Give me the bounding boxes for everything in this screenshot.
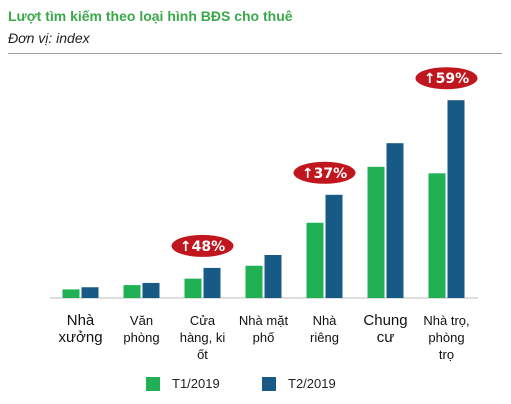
bar-t1-1 <box>123 285 141 298</box>
bar-t1-0 <box>62 289 80 298</box>
growth-badge-0 <box>171 234 234 257</box>
bar-t2-1 <box>142 282 160 298</box>
legend-label-t1: T1/2019 <box>172 376 220 391</box>
growth-label-2: ↑59% <box>424 71 469 87</box>
growth-label-0: ↑48% <box>180 239 225 255</box>
bar-t2-4 <box>325 194 343 298</box>
x-tick-label-6: Nhà trọ, phòng trọ <box>423 313 469 362</box>
x-tick-label-4: Nhà riêng <box>310 313 339 345</box>
header-divider <box>8 53 502 54</box>
bar-t1-4 <box>306 222 324 298</box>
bar-t2-6 <box>447 100 465 298</box>
growth-badge-1 <box>293 161 356 184</box>
x-tick-label-3: Nhà mặt phố <box>239 313 289 345</box>
legend-swatch-t2 <box>262 376 276 391</box>
bar-t1-5 <box>367 166 385 298</box>
bar-t2-3 <box>264 255 282 298</box>
x-tick-label-1: Văn phòng <box>123 313 159 345</box>
bar-t2-0 <box>81 287 99 298</box>
legend-item-t1: T1/2019 <box>146 376 220 391</box>
bar-t1-3 <box>245 265 263 298</box>
bar-t2-5 <box>386 143 404 298</box>
bar-t1-2 <box>184 278 202 298</box>
chart-title: Lượt tìm kiếm theo loại hình BĐS cho thu… <box>8 8 293 24</box>
chart-subtitle: Đơn vị: index <box>8 30 90 46</box>
legend-item-t2: T2/2019 <box>262 376 336 391</box>
bar-t1-6 <box>428 173 446 298</box>
x-tick-label-2: Cửa hàng, ki ốt <box>180 313 226 362</box>
x-tick-label-0: Nhà xưởng <box>58 312 102 346</box>
growth-badge-2 <box>415 67 478 90</box>
legend-label-t2: T2/2019 <box>288 376 336 391</box>
legend-swatch-t1 <box>146 376 160 391</box>
x-tick-label-5: Chung cư <box>363 312 407 346</box>
growth-label-1: ↑37% <box>302 166 347 182</box>
bar-t2-2 <box>203 267 221 298</box>
